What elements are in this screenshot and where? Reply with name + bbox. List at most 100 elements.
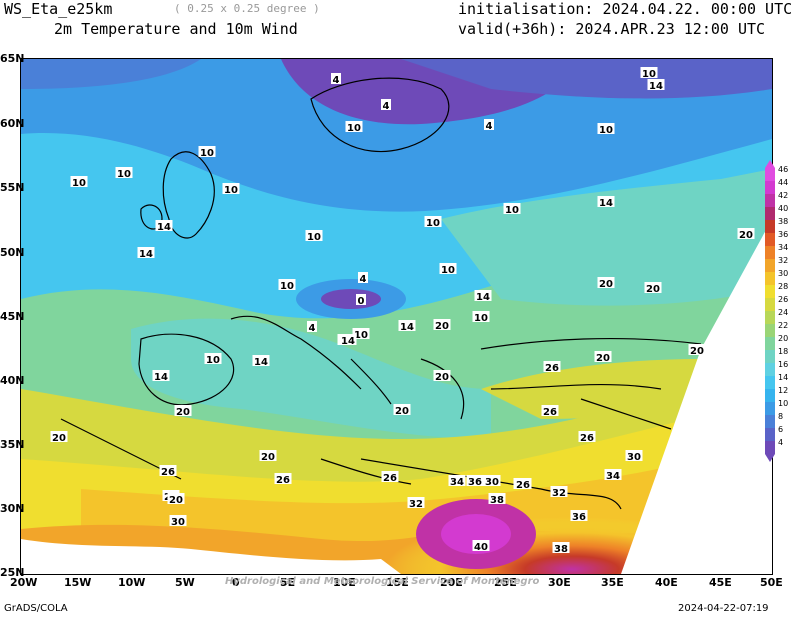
- contour-label: 14: [597, 196, 615, 209]
- contour-label: 38: [488, 493, 506, 506]
- watermark: Hydrological and Meteorological Service …: [225, 576, 540, 587]
- contour-label: 20: [594, 351, 612, 364]
- contour-label: 20: [50, 431, 68, 444]
- colorbar-cell: [765, 207, 775, 220]
- colorbar-cell: [765, 272, 775, 285]
- colorbar-cell: [765, 298, 775, 311]
- colorbar-cell: [765, 181, 775, 194]
- contour-label: 4: [307, 321, 317, 334]
- colorbar-cell: [765, 389, 775, 402]
- svg-text:20: 20: [599, 279, 613, 290]
- contour-label: 26: [159, 465, 177, 478]
- contour-label: 10: [345, 121, 363, 134]
- svg-text:36: 36: [572, 512, 586, 523]
- contour-label: 10: [204, 353, 222, 366]
- lat-label: 65N: [0, 52, 25, 65]
- colorbar-label: 26: [778, 295, 789, 304]
- contour-label: 20: [259, 450, 277, 463]
- contour-label: 10: [305, 230, 323, 243]
- contour-label: 26: [578, 431, 596, 444]
- colorbar-label: 20: [778, 334, 789, 343]
- contour-label: 4: [484, 119, 494, 132]
- lon-label: 15E: [386, 576, 409, 589]
- contour-label: 10: [70, 176, 88, 189]
- colorbar-cell: [765, 337, 775, 350]
- contour-label: 4: [381, 99, 391, 112]
- contour-label: 10: [198, 146, 216, 159]
- lon-label: 50E: [760, 576, 783, 589]
- svg-text:4: 4: [333, 75, 340, 86]
- svg-text:10: 10: [117, 169, 131, 180]
- colorbar-label: 36: [778, 230, 789, 239]
- colorbar-label: 34: [778, 243, 789, 252]
- svg-text:14: 14: [154, 372, 168, 383]
- svg-text:4: 4: [309, 323, 316, 334]
- svg-text:14: 14: [476, 292, 490, 303]
- temperature-map: 4 4 4 10 14 10 10 10 10 10 10 14 14 10 10 14 20 10 4 0 4 10 10…: [20, 58, 773, 575]
- lon-label: 10W: [118, 576, 146, 589]
- contour-label: 14: [398, 320, 416, 333]
- lat-label: 50N: [0, 246, 25, 259]
- colorbar-label: 12: [778, 386, 789, 395]
- svg-text:20: 20: [52, 433, 66, 444]
- svg-text:38: 38: [554, 544, 568, 555]
- svg-text:36: 36: [468, 477, 482, 488]
- contour-label: 34: [604, 469, 622, 482]
- svg-text:14: 14: [649, 81, 663, 92]
- svg-text:20: 20: [169, 495, 183, 506]
- colorbar-top-arrow: [765, 160, 775, 168]
- contour-label: 26: [274, 473, 292, 486]
- colorbar-label: 6: [778, 425, 784, 434]
- lon-label: 20W: [10, 576, 38, 589]
- colorbar-label: 28: [778, 282, 789, 291]
- svg-text:4: 4: [383, 101, 390, 112]
- contour-label: 10: [352, 328, 370, 341]
- lat-label: 55N: [0, 181, 25, 194]
- contour-label: 20: [393, 404, 411, 417]
- colorbar-label: 4: [778, 438, 784, 447]
- svg-text:40: 40: [474, 542, 488, 553]
- colorbar-label: 10: [778, 399, 789, 408]
- contour-label: 10: [439, 263, 457, 276]
- colorbar-label: 18: [778, 347, 789, 356]
- svg-text:20: 20: [646, 284, 660, 295]
- svg-text:34: 34: [606, 471, 620, 482]
- contour-label: 10: [597, 123, 615, 136]
- contour-label: 20: [167, 493, 185, 506]
- svg-text:10: 10: [426, 218, 440, 229]
- contour-label: 14: [155, 220, 173, 233]
- lon-label: 15W: [64, 576, 92, 589]
- svg-text:14: 14: [254, 357, 268, 368]
- colorbar-label: 16: [778, 360, 789, 369]
- svg-text:32: 32: [409, 499, 423, 510]
- svg-text:32: 32: [552, 488, 566, 499]
- lon-label: 25E: [494, 576, 517, 589]
- contour-label: 10: [640, 67, 658, 80]
- contour-label: 10: [222, 183, 240, 196]
- svg-text:26: 26: [543, 407, 557, 418]
- colorbar-cell: [765, 194, 775, 207]
- colorbar-cell: [765, 428, 775, 441]
- colorbar-cell: [765, 350, 775, 363]
- svg-text:10: 10: [206, 355, 220, 366]
- contour-label: 10: [278, 279, 296, 292]
- contour-label: 26: [543, 361, 561, 374]
- valid-time-label: valid(+36h): 2024.APR.23 12:00 UTC: [458, 20, 766, 38]
- svg-text:14: 14: [341, 336, 355, 347]
- variable-title: 2m Temperature and 10m Wind: [54, 20, 298, 38]
- colorbar-cell: [765, 285, 775, 298]
- svg-text:10: 10: [72, 178, 86, 189]
- svg-text:26: 26: [383, 473, 397, 484]
- lat-label: 30N: [0, 502, 25, 515]
- svg-text:4: 4: [486, 121, 493, 132]
- contour-label: 14: [152, 370, 170, 383]
- contour-label: 20: [433, 370, 451, 383]
- svg-text:10: 10: [280, 281, 294, 292]
- lon-label: 5E: [280, 576, 296, 589]
- contour-label: 4: [358, 272, 368, 285]
- svg-text:10: 10: [441, 265, 455, 276]
- svg-text:20: 20: [435, 372, 449, 383]
- lat-label: 25N: [0, 566, 25, 579]
- colorbar-label: 46: [778, 165, 789, 174]
